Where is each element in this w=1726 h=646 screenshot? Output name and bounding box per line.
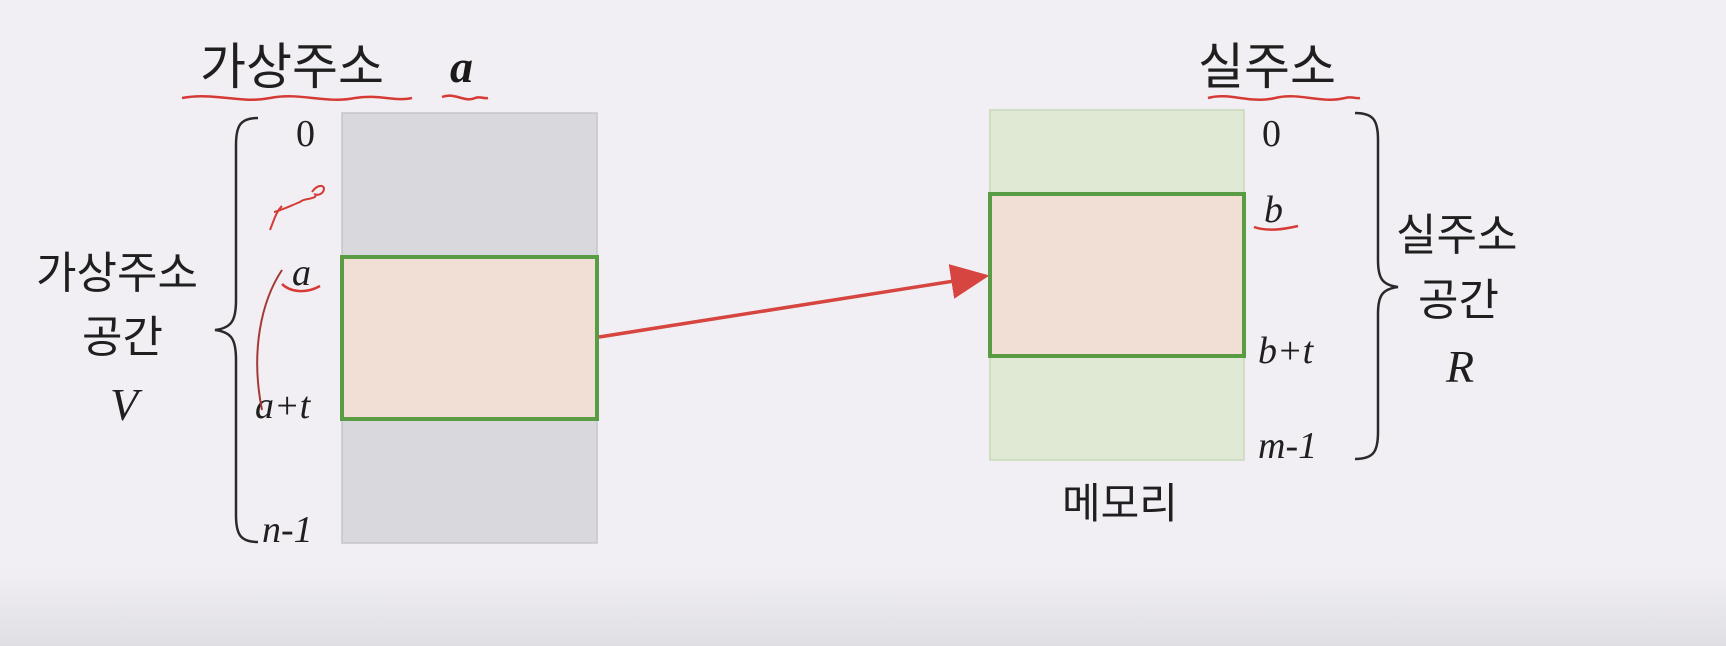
virtual-title-var: a <box>450 41 473 92</box>
virtual-var-underline <box>441 94 489 101</box>
real-space-label-line2: 공간 <box>1418 275 1499 326</box>
virtual-tick-n-minus-1: n-1 <box>262 509 313 551</box>
real-tick-m-minus-1: m-1 <box>1258 425 1317 467</box>
virtual-mapped-region <box>340 255 599 421</box>
mapping-arrow <box>598 264 990 339</box>
real-space-label-line1: 실주소 <box>1396 210 1517 261</box>
real-title: 실주소 <box>1198 38 1336 96</box>
memory-mapped-region <box>988 192 1246 358</box>
virtual-tick-a-plus-t: a+t <box>255 385 312 427</box>
real-title-underline <box>1207 95 1361 101</box>
real-tick-b: b <box>1264 189 1283 231</box>
virtual-space-label-line1: 가상주소 <box>36 248 198 299</box>
virtual-space-brace <box>214 116 259 544</box>
tick-a-underline <box>281 283 321 293</box>
virtual-title-underline <box>181 95 413 101</box>
virtual-space-label-line2: 공간 <box>82 312 163 363</box>
range-annotation-curve <box>256 269 283 411</box>
memory-label: 메모리 <box>1062 479 1178 528</box>
real-space-brace <box>1354 111 1399 461</box>
virtual-title: 가상주소 <box>200 38 384 96</box>
real-tick-0: 0 <box>1262 113 1281 155</box>
virtual-tick-0: 0 <box>296 113 315 155</box>
virtual-tick-a: a <box>292 252 311 294</box>
scribble-annotation <box>269 184 326 231</box>
tick-b-underline <box>1253 224 1299 231</box>
real-space-symbol: R <box>1445 341 1474 392</box>
virtual-space-symbol: V <box>110 379 143 430</box>
real-tick-b-plus-t: b+t <box>1258 330 1315 372</box>
